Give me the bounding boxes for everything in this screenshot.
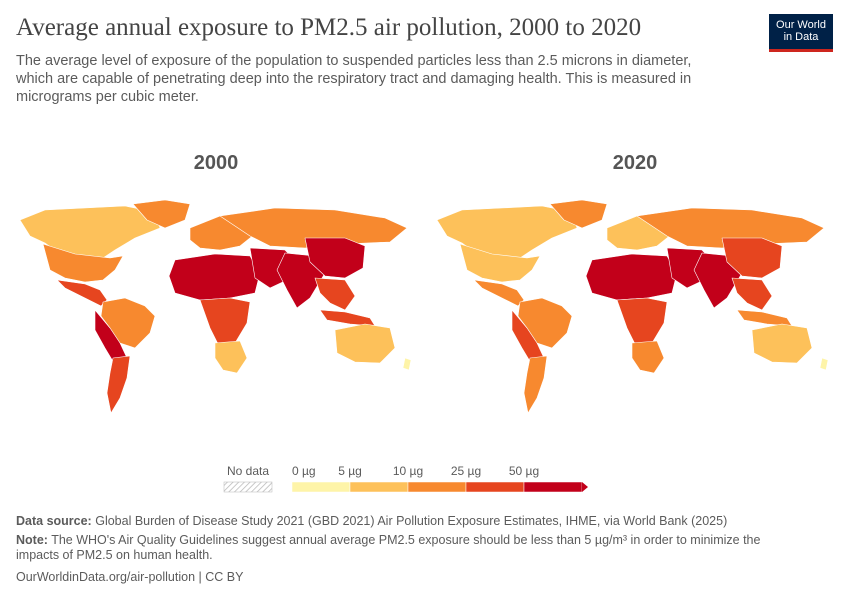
legend-no-data-swatch[interactable] xyxy=(223,481,273,493)
region-north-africa[interactable] xyxy=(585,253,678,301)
note-text: The WHO's Air Quality Guidelines suggest… xyxy=(16,533,761,562)
region-central-africa[interactable] xyxy=(616,297,668,349)
region-russia[interactable] xyxy=(636,207,825,249)
color-legend: No data 0 µg 5 µg 10 µg 25 µg 50 µg xyxy=(223,464,588,493)
region-australia[interactable] xyxy=(751,323,813,364)
region-china[interactable] xyxy=(304,237,366,279)
legend-bins: 0 µg 5 µg 10 µg 25 µg 50 µg xyxy=(291,464,588,493)
footer-url[interactable]: OurWorldinData.org/air-pollution | CC BY xyxy=(16,570,244,584)
region-indonesia[interactable] xyxy=(319,309,376,327)
region-australia[interactable] xyxy=(334,323,396,364)
owid-logo[interactable]: Our World in Data xyxy=(769,14,833,52)
region-north-africa[interactable] xyxy=(168,253,261,301)
region-southern-cone[interactable] xyxy=(523,355,548,414)
region-usa[interactable] xyxy=(42,243,124,283)
legend-bin-label: 50 µg xyxy=(509,464,539,478)
region-china[interactable] xyxy=(721,237,783,279)
legend-bin-label: 5 µg xyxy=(338,464,362,478)
world-map-2020 xyxy=(436,199,829,414)
region-central-africa[interactable] xyxy=(199,297,251,349)
legend-bin-label: 0 µg xyxy=(292,464,316,478)
region-indonesia[interactable] xyxy=(736,309,793,327)
region-south-america-north[interactable] xyxy=(517,297,573,349)
note: Note: The WHO's Air Quality Guidelines s… xyxy=(16,533,796,563)
data-source: Data source: Global Burden of Disease St… xyxy=(16,514,727,529)
region-russia[interactable] xyxy=(219,207,408,249)
source-label: Data source: xyxy=(16,514,92,528)
region-mexico-central-america[interactable] xyxy=(56,279,108,307)
legend-bin-label: 25 µg xyxy=(451,464,481,478)
chart-subtitle: The average level of exposure of the pop… xyxy=(16,53,692,105)
note-label: Note: xyxy=(16,533,48,547)
region-southeast-asia[interactable] xyxy=(314,277,356,311)
legend-arrow-icon xyxy=(582,482,588,492)
region-south-america-north[interactable] xyxy=(100,297,156,349)
region-north-america[interactable] xyxy=(436,205,578,261)
region-new-zealand[interactable] xyxy=(402,357,412,371)
legend-bin-swatch[interactable] xyxy=(523,481,583,493)
legend-bin-swatch[interactable] xyxy=(465,481,525,493)
map-2020-title: 2020 xyxy=(612,152,658,174)
legend-bin-label: 10 µg xyxy=(393,464,423,478)
chart-title: Average annual exposure to PM2.5 air pol… xyxy=(16,14,642,41)
source-text[interactable]: Global Burden of Disease Study 2021 (GBD… xyxy=(95,514,728,528)
region-greenland[interactable] xyxy=(549,199,608,229)
region-usa[interactable] xyxy=(459,243,541,283)
region-southern-africa[interactable] xyxy=(631,340,665,374)
region-southern-cone[interactable] xyxy=(106,355,131,414)
logo-line-2: in Data xyxy=(783,31,819,43)
region-southern-africa[interactable] xyxy=(214,340,248,374)
region-new-zealand[interactable] xyxy=(819,357,829,371)
logo-line-1: Our World xyxy=(776,19,826,31)
map-2000-title: 2000 xyxy=(193,152,239,174)
world-map-2000 xyxy=(19,199,412,414)
region-southeast-asia[interactable] xyxy=(731,277,773,311)
legend-no-data-label: No data xyxy=(227,464,269,478)
region-north-america[interactable] xyxy=(19,205,161,261)
legend-bin-swatch[interactable] xyxy=(407,481,467,493)
legend-bin-swatch[interactable] xyxy=(349,481,409,493)
region-greenland[interactable] xyxy=(132,199,191,229)
region-mexico-central-america[interactable] xyxy=(473,279,525,307)
legend-bin-swatch[interactable] xyxy=(291,481,351,493)
